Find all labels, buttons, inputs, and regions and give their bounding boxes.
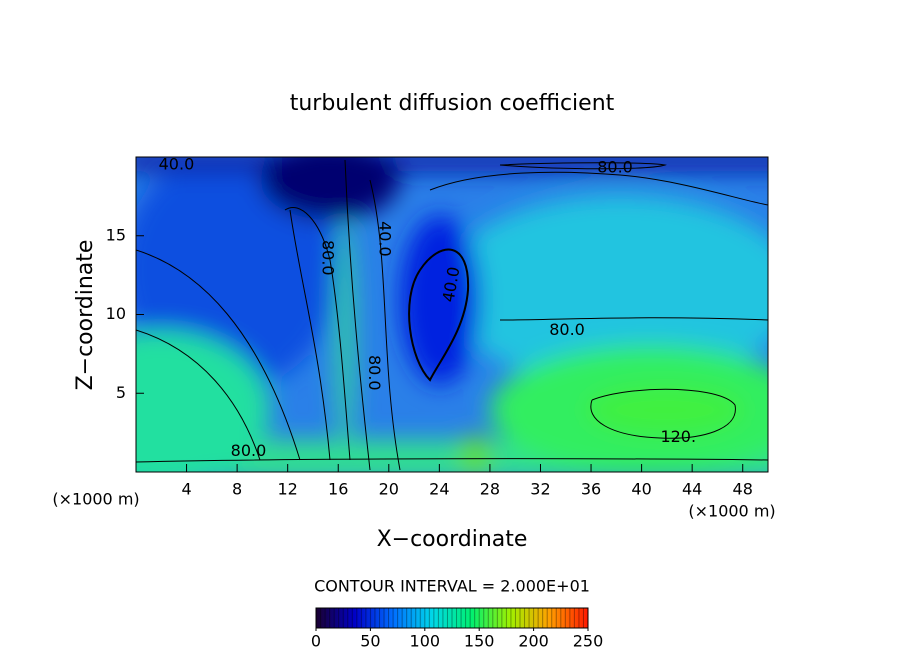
x-tick-label: 48 xyxy=(733,480,753,499)
contour-label: 80.0 xyxy=(318,240,337,276)
y-tick-label: 10 xyxy=(106,304,126,323)
x-tick-label: 8 xyxy=(232,480,242,499)
x-tick-label: 16 xyxy=(328,480,348,499)
y-tick-label: 5 xyxy=(116,383,126,402)
x-tick-label: 20 xyxy=(379,480,399,499)
contour-interval: CONTOUR INTERVAL = 2.000E+01 xyxy=(314,577,590,596)
colorbar-tick-label: 50 xyxy=(360,632,380,651)
contour-label: 80.0 xyxy=(549,320,585,339)
x-tick-label: 4 xyxy=(181,480,191,499)
x-tick-label: 12 xyxy=(278,480,298,499)
x-tick-label: 36 xyxy=(581,480,601,499)
contour-label: 40.0 xyxy=(375,221,394,257)
y-unit: (×1000 m) xyxy=(52,490,139,509)
colorbar xyxy=(315,607,589,629)
colorbar-tick-label: 250 xyxy=(573,632,604,651)
colorbar-tick-label: 100 xyxy=(410,632,441,651)
contour-label: 120. xyxy=(660,427,696,446)
contour-label: 40.0 xyxy=(159,154,195,173)
colorbar-tick-label: 200 xyxy=(518,632,549,651)
x-unit: (×1000 m) xyxy=(688,502,775,521)
colorbar-tick-label: 150 xyxy=(464,632,495,651)
x-tick-label: 32 xyxy=(530,480,550,499)
x-tick-label: 28 xyxy=(480,480,500,499)
chart-title: turbulent diffusion coefficient xyxy=(290,91,615,116)
x-tick-label: 40 xyxy=(631,480,651,499)
x-axis-label: X−coordinate xyxy=(377,527,528,552)
contour-label: 80.0 xyxy=(365,355,384,391)
x-tick-label: 24 xyxy=(429,480,449,499)
y-axis-label: Z−coordinate xyxy=(73,240,98,391)
x-tick-label: 44 xyxy=(682,480,702,499)
colorbar-tick-label: 0 xyxy=(311,632,321,651)
contour-label: 80.0 xyxy=(597,158,633,177)
contour-label: 80.0 xyxy=(231,441,267,460)
y-tick-label: 15 xyxy=(106,225,126,244)
field xyxy=(136,157,768,472)
